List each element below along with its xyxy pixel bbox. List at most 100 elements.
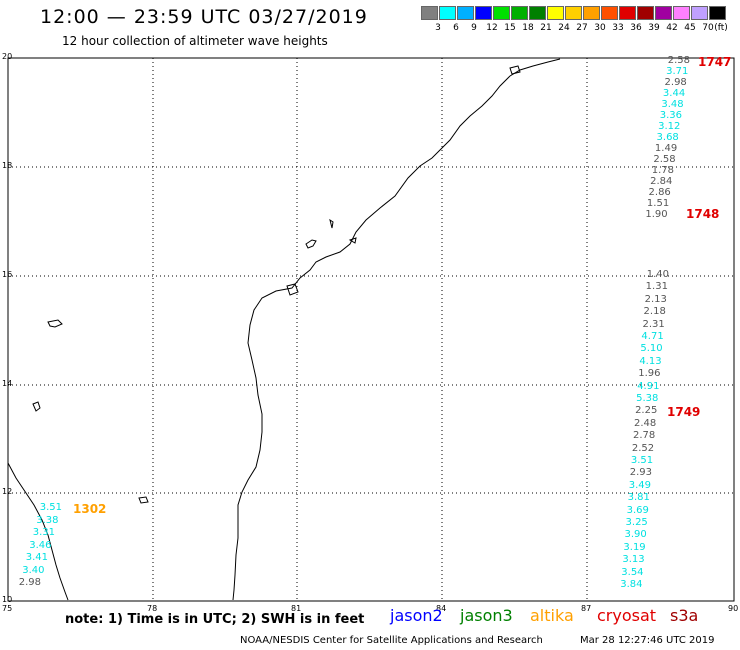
lon-tick-label: 81 <box>291 604 302 613</box>
pass-time-label: 1302 <box>73 502 107 516</box>
lon-tick-label: 90 <box>728 604 739 613</box>
wave-height-label: 4.91 <box>637 380 660 392</box>
legend-label: 21 <box>540 23 552 33</box>
wave-height-label: 3.12 <box>658 121 681 132</box>
wave-height-label: 2.48 <box>634 417 657 429</box>
legend-label: 33 <box>612 23 624 33</box>
lat-tick-label: 14 <box>2 379 13 388</box>
legend-swatch <box>565 6 582 20</box>
legend-label: 42 <box>666 23 678 33</box>
wave-height-label: 2.18 <box>643 306 666 318</box>
legend-label: 12 <box>486 23 498 33</box>
wave-height-label: 2.84 <box>650 176 673 187</box>
pass-time-label: 1749 <box>667 405 701 419</box>
legend-swatch <box>493 6 510 20</box>
pass-time-label: 1748 <box>686 207 720 221</box>
map-title: 12:00 — 23:59 UTC 03/27/2019 <box>40 6 368 28</box>
legend-label: 70 <box>702 23 714 33</box>
satellite-name: cryosat <box>597 606 657 625</box>
legend-label: 3 <box>435 23 441 33</box>
island <box>47 319 63 328</box>
island <box>32 401 41 412</box>
wave-height-label: 3.36 <box>659 110 682 121</box>
wave-height-label: 3.81 <box>627 492 650 504</box>
wave-height-label: 3.71 <box>666 66 689 77</box>
lat-tick-label: 16 <box>2 270 13 279</box>
legend-swatch <box>601 6 618 20</box>
legend-swatch <box>547 6 564 20</box>
lat-tick-label: 20 <box>2 52 13 61</box>
wave-height-label: 4.71 <box>641 331 664 342</box>
wave-height-label: 2.31 <box>642 318 665 330</box>
wave-height-label: 3.19 <box>623 541 646 553</box>
wave-height-label: 2.86 <box>648 187 671 198</box>
satellite-name: s3a <box>670 606 699 625</box>
legend-swatch <box>691 6 708 20</box>
wave-height-label: 3.13 <box>622 554 645 566</box>
wave-height-label: 5.10 <box>640 343 663 355</box>
legend-swatch <box>475 6 492 20</box>
lon-tick-label: 75 <box>2 604 13 613</box>
lat-tick-label: 12 <box>2 487 13 496</box>
legend-swatch <box>655 6 672 20</box>
coastline <box>7 58 561 601</box>
footer-note: note: 1) Time is in UTC; 2) SWH is in fe… <box>65 612 365 627</box>
wave-height-label: 1.78 <box>651 165 674 176</box>
legend-swatch <box>637 6 654 20</box>
lat-lon-grid <box>7 57 735 602</box>
wave-height-label: 2.58 <box>653 154 676 165</box>
wave-height-label: 1.49 <box>654 143 678 154</box>
legend-label: 9 <box>471 23 477 33</box>
wave-height-label: 2.93 <box>629 467 653 479</box>
lon-tick-label: 78 <box>147 604 158 613</box>
satellite-name: jason3 <box>460 606 513 625</box>
wave-height-label: 1.96 <box>638 368 661 380</box>
legend-swatch <box>709 6 726 20</box>
wave-height-label: 1.51 <box>646 198 670 209</box>
wave-height-label: 2.58 <box>667 55 690 66</box>
island <box>305 239 317 249</box>
wave-height-label: 3.84 <box>620 579 643 590</box>
legend-label: 30 <box>594 23 606 33</box>
lat-tick-label: 10 <box>2 595 13 604</box>
wave-height-label: 3.40 <box>22 564 45 576</box>
lat-tick-label: 18 <box>2 161 13 170</box>
wave-height-label: 3.38 <box>36 514 59 526</box>
sri-lanka-coast <box>7 462 69 601</box>
wave-height-label: 3.44 <box>662 88 686 99</box>
island <box>509 65 521 75</box>
wave-height-label: 2.52 <box>631 442 655 454</box>
wave-height-label: 3.51 <box>630 455 654 466</box>
legend-label: 27 <box>576 23 588 33</box>
wave-height-label: 3.25 <box>625 517 648 528</box>
satellite-name: altika <box>530 606 574 625</box>
wave-height-label: 3.48 <box>661 99 684 110</box>
legend-label: 24 <box>558 23 570 33</box>
island <box>329 218 334 229</box>
island <box>138 496 149 504</box>
legend-label: 36 <box>630 23 642 33</box>
legend-swatch <box>529 6 546 20</box>
wave-height-label: 3.68 <box>656 132 679 143</box>
island <box>348 237 357 244</box>
legend-label: 15 <box>504 23 516 33</box>
india-east-coast <box>232 58 561 601</box>
wave-height-label: 1.31 <box>645 281 668 293</box>
lon-tick-label: 84 <box>436 604 447 613</box>
wave-height-label: 3.41 <box>25 552 48 563</box>
satellite-name: jason2 <box>390 606 443 625</box>
lon-tick-label: 87 <box>581 604 592 613</box>
wave-height-label: 2.25 <box>635 405 658 417</box>
wave-height-label: 3.49 <box>628 479 651 491</box>
wave-height-label: 1.90 <box>645 209 668 220</box>
pass-time-label: 1747 <box>698 55 732 69</box>
legend-swatch <box>511 6 528 20</box>
legend-swatch <box>421 6 438 20</box>
island <box>286 283 299 296</box>
legend-swatch <box>439 6 456 20</box>
wave-height-label: 5.38 <box>636 393 659 404</box>
wave-height-label: 2.98 <box>664 77 687 88</box>
wave-height-label: 3.54 <box>621 566 644 578</box>
legend-swatch <box>673 6 690 20</box>
generated-timestamp: Mar 28 12:27:46 UTC 2019 <box>580 635 715 646</box>
